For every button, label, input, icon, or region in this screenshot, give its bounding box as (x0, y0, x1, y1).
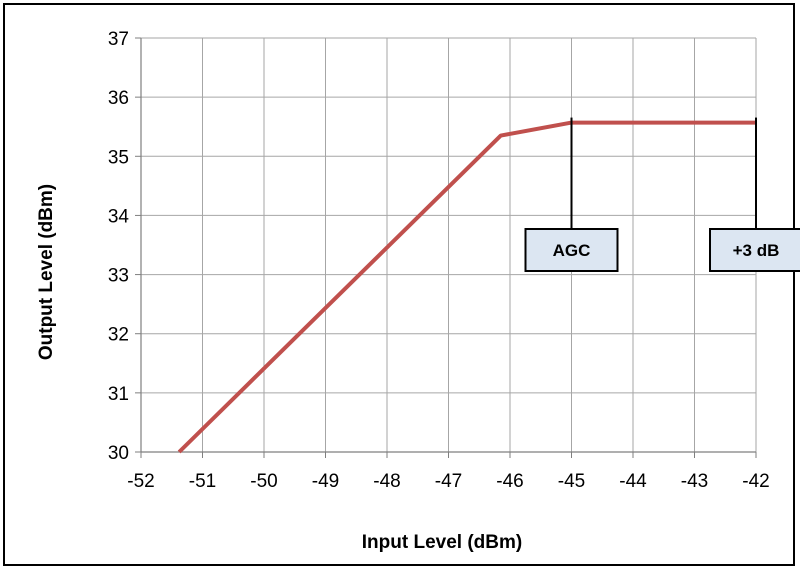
y-axis-title: Output Level (dBm) (36, 184, 57, 360)
x-tick-label: -50 (250, 471, 277, 492)
x-tick-label: -51 (189, 471, 216, 492)
x-tick-label: -52 (127, 471, 154, 492)
y-tick-label: 34 (108, 206, 130, 227)
annotation-label: AGC (553, 241, 591, 260)
y-tick-label: 36 (108, 88, 129, 109)
y-tick-label: 35 (108, 147, 129, 168)
series-layer (177, 120, 756, 454)
axes (135, 37, 757, 458)
annotation-box (524, 228, 619, 272)
x-tick-label: -47 (435, 471, 462, 492)
x-tick-label: -46 (496, 471, 523, 492)
y-tick-label: 31 (108, 384, 129, 405)
y-tick-label: 30 (108, 443, 129, 464)
gridlines (140, 37, 757, 453)
series-line (177, 120, 756, 454)
x-tick-label: -44 (619, 471, 647, 492)
y-tick-label: 32 (108, 325, 129, 346)
y-tick-label: 33 (108, 266, 129, 287)
annotation-label: +3 dB (733, 241, 780, 260)
annotations: AGC +3 dB (524, 117, 800, 272)
annotation-box (709, 228, 800, 272)
x-tick-label: -43 (681, 471, 708, 492)
x-tick-label: -45 (558, 471, 585, 492)
x-axis-title: Input Level (dBm) (362, 532, 522, 553)
x-tick-label: -48 (373, 471, 400, 492)
y-tick-label: 37 (108, 29, 129, 50)
tick-labels: -52 -51 -50 -49 -48 -47 -46 -45 -44 -43 -42 30 31 32 3… (108, 29, 770, 492)
x-tick-label: -49 (312, 471, 339, 492)
x-tick-label: -42 (742, 471, 769, 492)
